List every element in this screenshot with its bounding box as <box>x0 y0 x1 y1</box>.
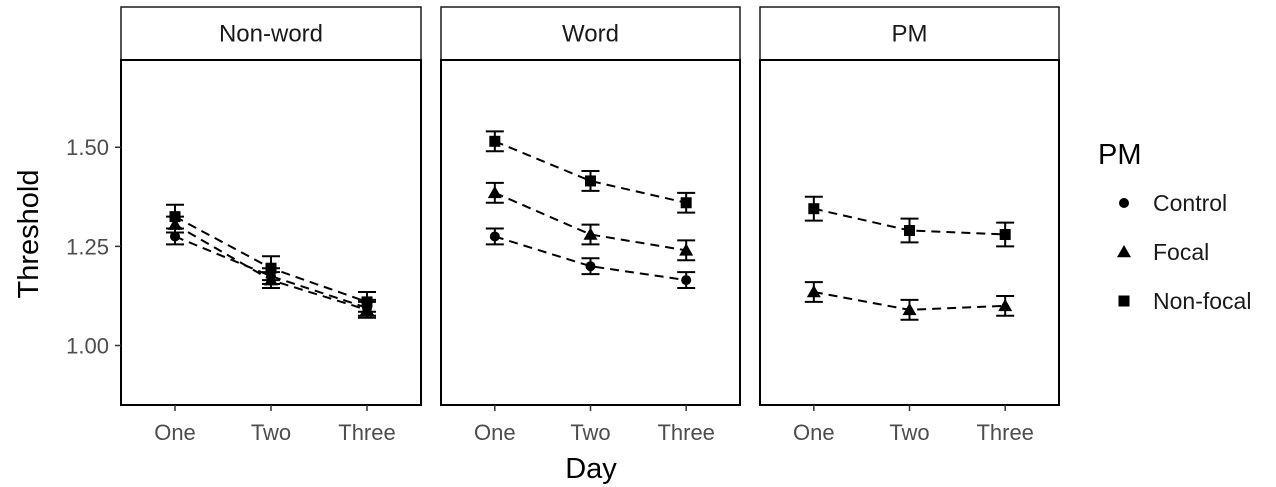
data-point <box>679 243 694 256</box>
series-focal <box>804 281 1015 321</box>
legend-label: Non-focal <box>1153 288 1251 314</box>
data-point <box>361 296 373 308</box>
panel-strip <box>440 6 741 61</box>
series-control <box>485 227 696 290</box>
legend-title: PM <box>1098 139 1142 171</box>
panel-1: Non-word <box>120 6 422 406</box>
data-point <box>169 211 181 223</box>
data-point <box>998 298 1013 312</box>
panel-title: Non-word <box>219 21 323 48</box>
data-point <box>489 231 500 242</box>
legend-entry-non-focal: Non-focal <box>1118 288 1251 314</box>
data-point <box>487 185 502 199</box>
x-tick-label: One <box>793 420 835 445</box>
data-point <box>999 228 1011 240</box>
data-point <box>904 225 915 237</box>
y-axis-title: Threshold <box>13 170 45 299</box>
data-point <box>585 261 596 272</box>
x-tick-label: One <box>474 420 516 445</box>
legend-entry-control: Control <box>1119 190 1227 216</box>
x-axis-title: Day <box>565 453 617 485</box>
series-line <box>494 235 687 282</box>
data-point <box>680 197 692 209</box>
panel-title: Word <box>562 21 619 48</box>
x-tick-label: Three <box>657 420 714 445</box>
legend-label: Focal <box>1153 239 1209 265</box>
data-point <box>806 284 821 298</box>
panel-title: PM <box>892 21 928 48</box>
series-line <box>494 191 687 252</box>
legend-key <box>1117 245 1131 258</box>
data-point <box>170 231 180 242</box>
panel-2: Word <box>440 6 741 406</box>
x-tick-label: Two <box>570 420 610 445</box>
panel-strip <box>759 6 1060 61</box>
legend-key <box>1118 295 1130 307</box>
panel-strip <box>120 6 422 61</box>
y-tick-label: 1.00 <box>66 334 109 359</box>
y-tick-label: 1.50 <box>66 135 109 160</box>
series-non-focal <box>485 130 696 214</box>
legend: PM Control Focal Non-focal <box>1098 139 1251 314</box>
data-point <box>489 135 501 147</box>
data-point <box>902 302 917 316</box>
x-tick-label: Three <box>976 420 1033 445</box>
data-point <box>583 227 598 240</box>
series-focal <box>485 181 696 262</box>
legend-key <box>1119 198 1129 208</box>
series-line <box>174 235 368 309</box>
data-point <box>265 262 277 274</box>
x-axis: One Two Three One Two Three One Two Three <box>154 405 1034 445</box>
legend-entry-focal: Focal <box>1117 239 1209 265</box>
legend-label: Control <box>1153 190 1227 216</box>
x-tick-label: Three <box>338 420 395 445</box>
x-tick-label: One <box>154 420 196 445</box>
x-tick-label: Two <box>251 420 291 445</box>
data-point <box>585 175 596 187</box>
y-axis: 1.00 1.25 1.50 <box>66 135 121 359</box>
series-non-focal <box>166 203 376 313</box>
y-tick-label: 1.25 <box>66 234 109 259</box>
panel-3: PM <box>759 6 1060 406</box>
data-point <box>681 275 692 286</box>
series-non-focal <box>804 195 1015 248</box>
chart-panels: Non-word Word PM <box>120 6 1060 406</box>
x-tick-label: Two <box>889 420 929 445</box>
data-point <box>808 203 820 215</box>
series-line <box>494 140 687 204</box>
